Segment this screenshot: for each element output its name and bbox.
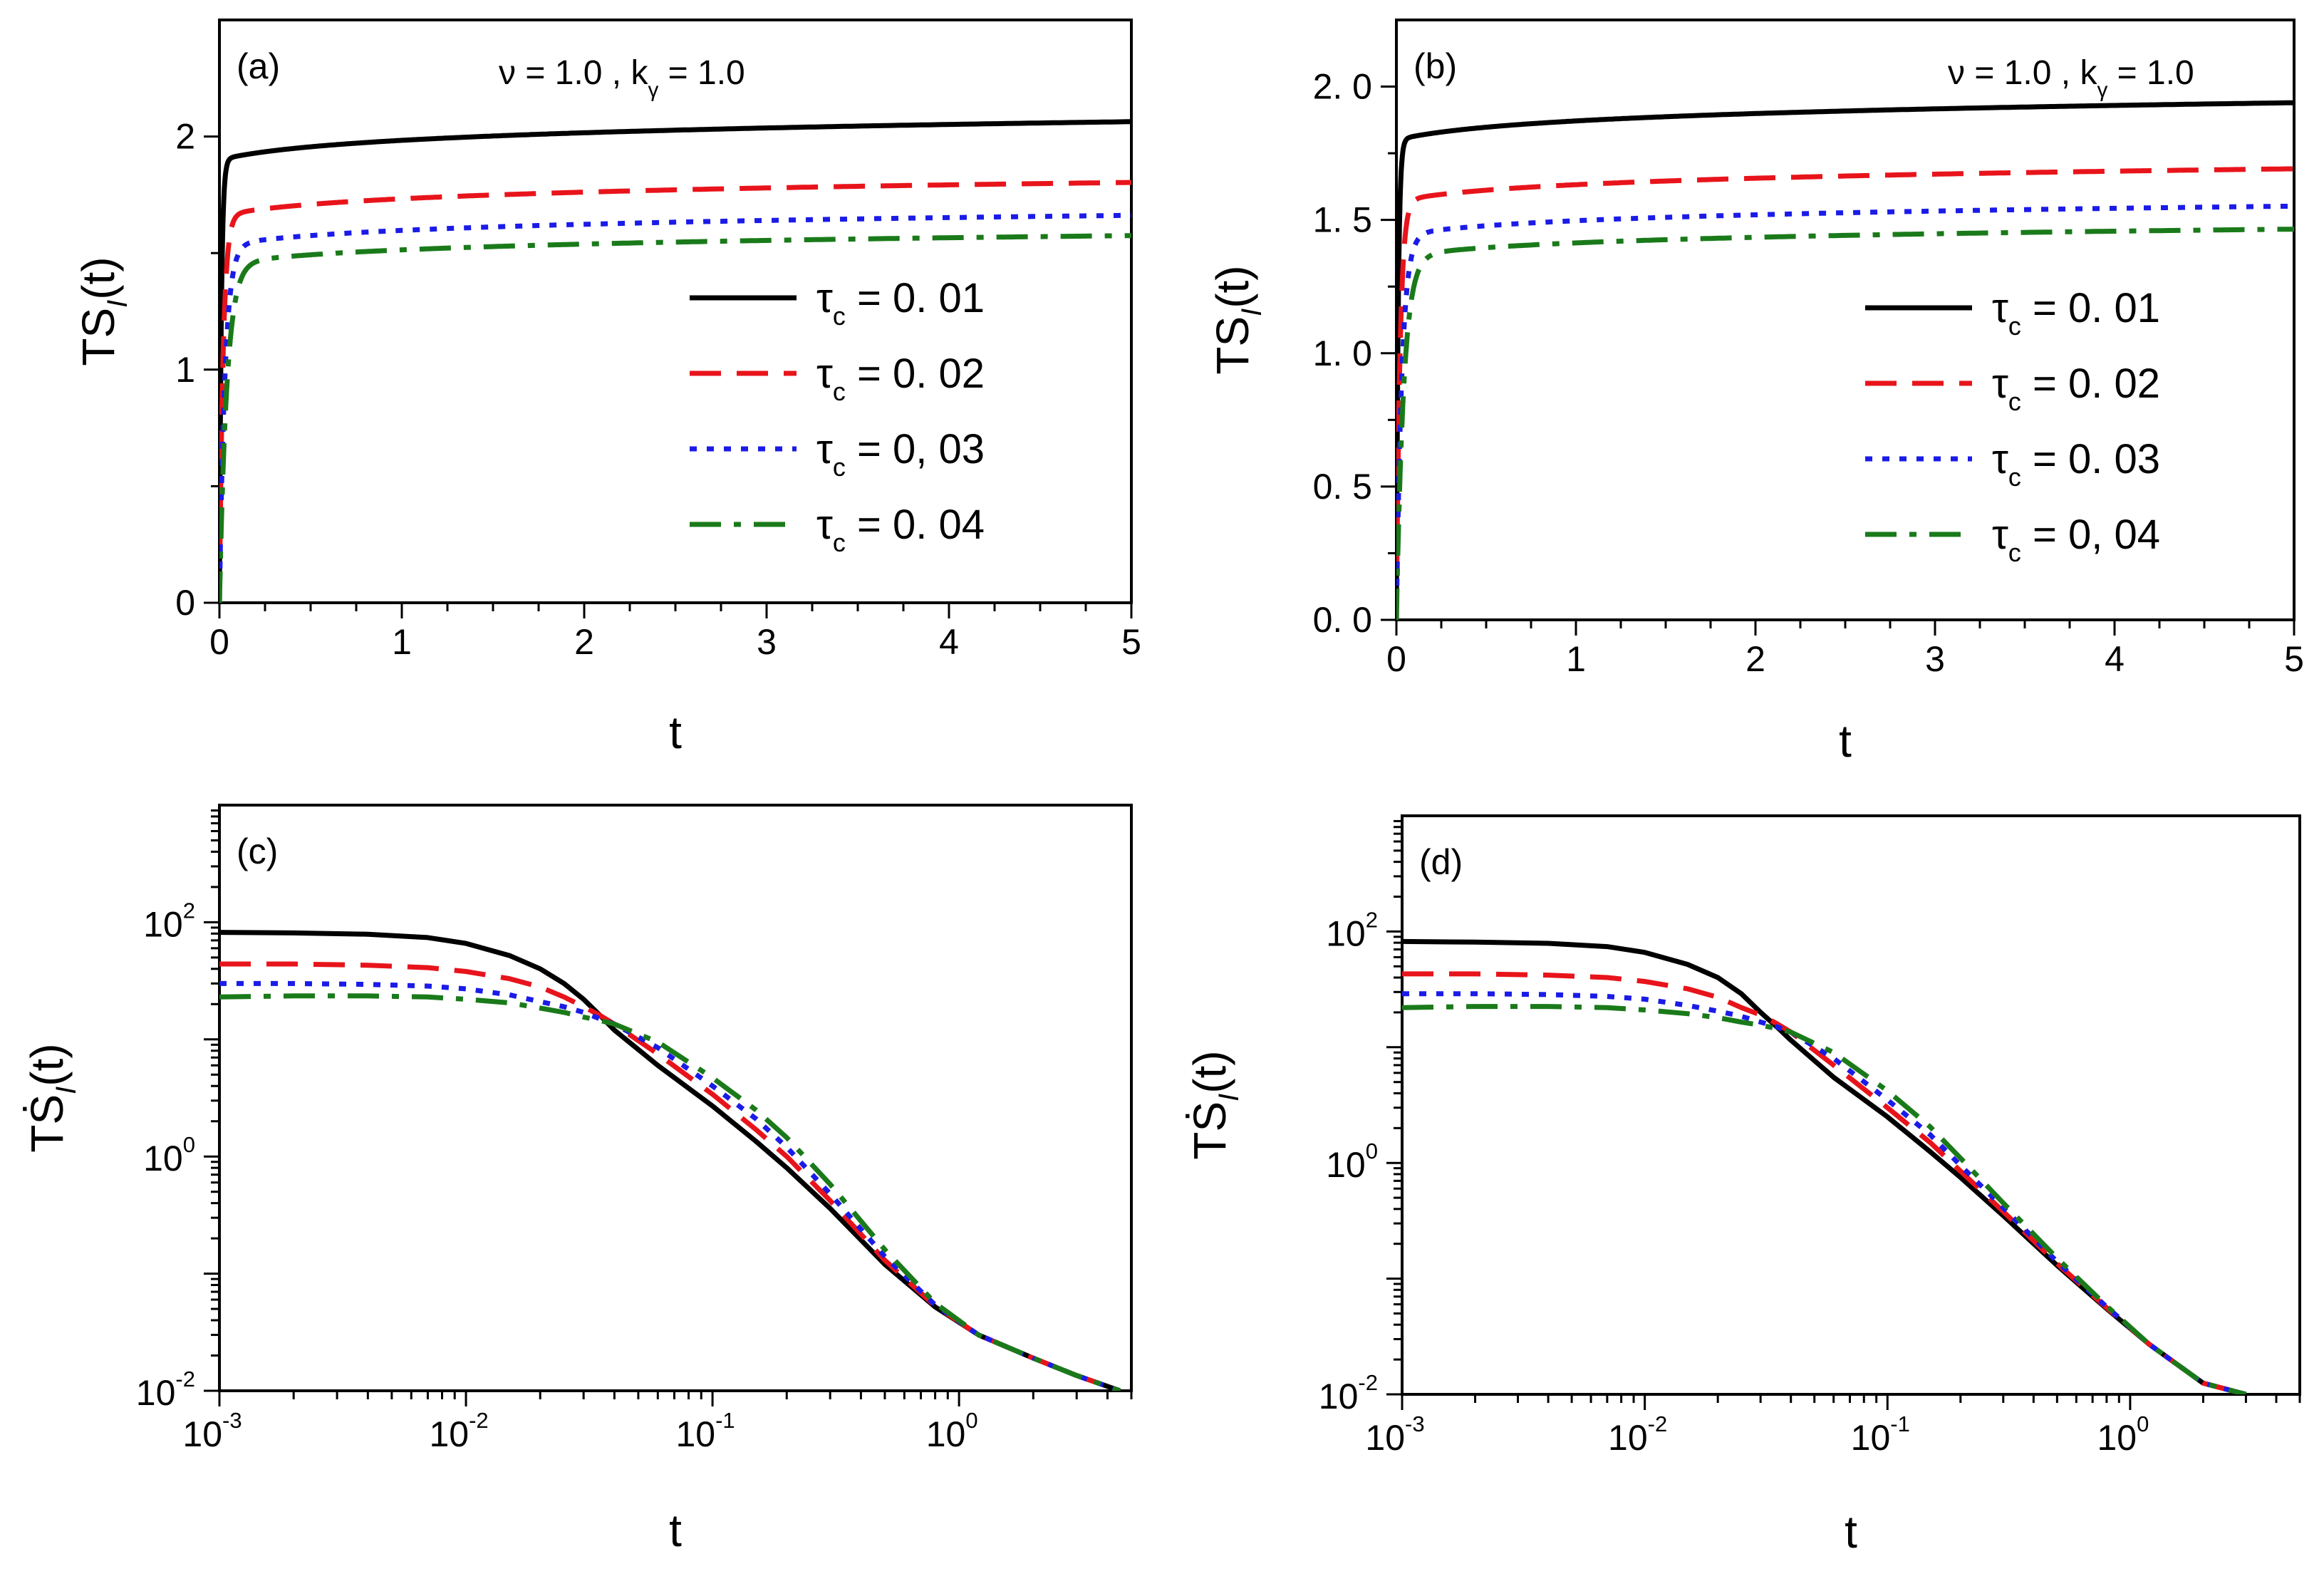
x-tick-label: 10-3	[1365, 1411, 1424, 1458]
series-line-1	[219, 930, 1121, 1391]
parameter-annotation: ν = 1.0 , kγ = 1.0	[499, 54, 745, 102]
series-group	[219, 119, 1131, 603]
series-line-4	[219, 233, 1131, 603]
x-tick-label: 10-3	[182, 1408, 242, 1454]
legend-entry: τc = 0. 03	[1992, 436, 2160, 492]
y-tick-label: 0. 5	[1313, 467, 1372, 507]
series-line-1	[1396, 100, 2294, 620]
y-axis-label: TSI(t)	[73, 256, 133, 366]
x-tick-label: 5	[2284, 639, 2304, 679]
series-line-1	[219, 119, 1131, 603]
x-axis-label: t	[669, 1505, 682, 1556]
parameter-annotation: ν = 1.0 , kγ = 1.0	[1948, 54, 2194, 102]
panel-label: (d)	[1419, 842, 1463, 882]
series-line-2	[1396, 166, 2294, 620]
x-tick-label: 3	[757, 622, 777, 662]
y-tick-label: 10-2	[1319, 1370, 1378, 1416]
legend: τc = 0. 01 τc = 0. 02 τc = 0, 03 τc = 0. 04	[690, 275, 985, 557]
panel-a: 0 1 2 3 4 5 0 1 2 t TSI(t) (a) ν = 1.0 , kγ = 1.0 τc …	[73, 19, 1141, 758]
x-tick-label: 4	[939, 622, 959, 662]
ticks	[204, 809, 1133, 1406]
series-line-3	[1402, 991, 2247, 1394]
y-tick-label: 100	[1326, 1139, 1378, 1185]
x-tick-label: 10-2	[1608, 1411, 1667, 1458]
series-line-4	[1396, 227, 2294, 620]
series-line-3	[219, 980, 1121, 1391]
y-tick-label: 2	[175, 117, 195, 157]
x-axis-label: t	[1839, 715, 1852, 767]
x-tick-label: 100	[2097, 1411, 2149, 1458]
y-tick-label: 100	[143, 1132, 195, 1178]
y-tick-label: 102	[143, 898, 195, 944]
y-tick-label: 1	[175, 350, 195, 390]
y-tick-label: 10-2	[136, 1367, 195, 1413]
series-line-1	[1402, 938, 2247, 1394]
legend-entry: τc = 0. 04	[816, 502, 985, 557]
legend-entry: τc = 0, 03	[816, 426, 985, 482]
series-group	[219, 930, 1121, 1391]
series-line-3	[219, 212, 1131, 603]
series-line-4	[1402, 1004, 2247, 1394]
x-axis-label: t	[1845, 1506, 1857, 1558]
legend-entry: τc = 0. 01	[1992, 285, 2160, 341]
y-tick-label: 1. 5	[1313, 200, 1372, 240]
panel-label: (c)	[237, 831, 278, 871]
panel-label: (a)	[237, 46, 280, 86]
series-line-2	[1402, 971, 2247, 1394]
series-line-4	[219, 993, 1121, 1391]
y-axis-label: TṠI(t)	[1184, 1050, 1245, 1159]
x-tick-label: 5	[1121, 622, 1141, 662]
x-tick-label: 1	[392, 622, 412, 662]
legend-entry: τc = 0. 01	[816, 275, 985, 331]
legend: τc = 0. 01 τc = 0. 02 τc = 0. 03 τc = 0, 04	[1865, 285, 2160, 567]
series-group	[1396, 100, 2294, 620]
y-tick-label: 102	[1326, 907, 1378, 953]
x-tick-label: 1	[1566, 639, 1586, 679]
x-tick-label: 3	[1925, 639, 1945, 679]
series-line-2	[219, 180, 1131, 603]
plot-frame	[1401, 814, 2301, 1396]
plot-frame	[218, 19, 1133, 604]
x-tick-label: 0	[209, 622, 229, 662]
y-axis-label: TṠI(t)	[21, 1043, 82, 1152]
y-tick-label: 0	[175, 583, 195, 623]
ticks	[204, 135, 1133, 618]
y-axis-label: TSI(t)	[1207, 265, 1267, 374]
legend-entry: τc = 0, 04	[1992, 512, 2160, 567]
series-line-2	[219, 961, 1121, 1391]
legend-entry: τc = 0. 02	[1992, 361, 2160, 416]
y-tick-label: 1. 0	[1313, 333, 1372, 373]
x-tick-label: 10-1	[675, 1408, 735, 1454]
x-tick-label: 10-2	[429, 1408, 488, 1454]
y-tick-label: 0. 0	[1313, 600, 1372, 640]
series-group	[1402, 938, 2247, 1394]
panel-label: (b)	[1413, 46, 1457, 86]
x-axis-label: t	[669, 707, 682, 758]
x-tick-label: 10-1	[1851, 1411, 1910, 1458]
ticks	[1386, 819, 2301, 1410]
x-tick-label: 0	[1386, 639, 1406, 679]
x-tick-label: 4	[2105, 639, 2125, 679]
x-tick-label: 2	[1745, 639, 1765, 679]
x-tick-label: 2	[574, 622, 594, 662]
ticks	[1381, 85, 2296, 636]
panel-b: 0 1 2 3 4 5 0. 0 0. 5 1. 0 1. 5 2. 0 t TSI(t) (b) ν = …	[1207, 19, 2304, 767]
plot-frame	[218, 804, 1133, 1392]
legend-entry: τc = 0. 02	[816, 351, 985, 406]
y-tick-label: 2. 0	[1313, 67, 1372, 107]
x-tick-label: 100	[926, 1408, 978, 1454]
